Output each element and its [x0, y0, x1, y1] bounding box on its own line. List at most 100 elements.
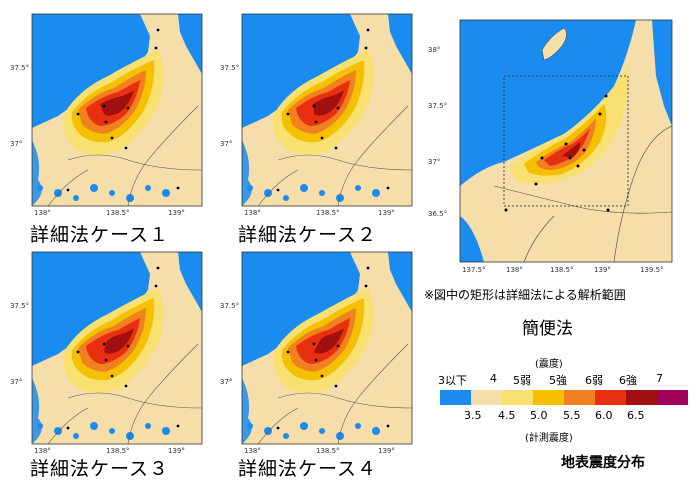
lat-tick-label: 37° — [10, 140, 22, 148]
lat-tick-label: 37.5° — [10, 302, 29, 310]
prefecture-border — [127, 105, 199, 207]
water-spot — [37, 423, 43, 429]
city-marker — [540, 156, 544, 160]
legend-swatch-6s — [626, 390, 657, 405]
city-marker — [276, 188, 280, 192]
city-marker — [154, 46, 158, 50]
zone-intensity-6-upper — [100, 90, 134, 116]
legend-class-1: 3以下 — [438, 374, 467, 387]
sea-east — [178, 14, 202, 74]
lon-tick-label: 139° — [378, 209, 395, 217]
legend-color-bar — [440, 390, 688, 405]
city-marker — [320, 136, 324, 140]
city-marker — [176, 186, 180, 190]
lon-tick-label: 137.5° — [462, 266, 486, 274]
legend-swatch-5w — [533, 390, 564, 405]
city-marker — [576, 164, 580, 168]
water-spot — [283, 433, 289, 439]
city-marker — [366, 28, 370, 32]
caption-case1: 詳細法ケース１ — [30, 224, 170, 246]
city-marker — [598, 112, 602, 116]
water-spot — [300, 422, 308, 430]
water-spot — [109, 190, 115, 196]
simple-method-label: 簡便法 — [522, 319, 573, 339]
city-marker — [312, 104, 316, 108]
city-marker — [582, 148, 586, 152]
map-frame — [241, 13, 413, 207]
legend-class-5: 6弱 — [585, 374, 603, 387]
water-spot — [37, 185, 43, 191]
city-marker — [66, 188, 70, 192]
city-marker — [286, 350, 290, 354]
intensity-map-case3: 37.5° 37° 138° 138.5° 139° — [10, 251, 203, 455]
sea-east — [388, 14, 412, 74]
water-spot — [54, 189, 62, 197]
water-spot — [355, 185, 361, 191]
legend-swatch-sea — [440, 390, 471, 405]
intensity-map-case2: 37.5° 37° 138° 138.5° 139° — [220, 13, 413, 217]
sea-japan — [242, 252, 360, 366]
city-marker — [104, 358, 108, 362]
water-spot — [145, 185, 151, 191]
city-marker — [534, 182, 538, 186]
city-marker — [314, 358, 318, 362]
water-spot — [162, 189, 170, 197]
water-spot — [372, 427, 380, 435]
water-spot — [283, 195, 289, 201]
map-frame — [241, 251, 413, 445]
map-frame — [31, 251, 203, 445]
lat-tick-label: 37.5° — [220, 302, 239, 310]
city-marker — [504, 208, 508, 212]
city-marker — [76, 350, 80, 354]
city-marker — [124, 384, 128, 388]
legend-class-6: 6強 — [619, 374, 637, 387]
legend-tick-3: 5.0 — [530, 409, 548, 422]
water-spot — [54, 427, 62, 435]
prefecture-border — [47, 169, 89, 207]
legend-tick-2: 4.5 — [498, 409, 516, 422]
lon-tick-label: 138° — [506, 266, 523, 274]
map-panel-case1: 37.5° 37° 138° 138.5° 139° — [8, 10, 208, 218]
water-spot — [73, 433, 79, 439]
water-spot — [73, 195, 79, 201]
water-spot — [300, 184, 308, 192]
legend-swatch-7 — [657, 390, 688, 405]
intensity-map-case1: 37.5° 37° 138° 138.5° 139° — [10, 13, 203, 217]
legend-class-7: 7 — [656, 372, 663, 385]
city-marker — [126, 106, 130, 110]
legend-swatch-5s — [564, 390, 595, 405]
water-spot — [145, 423, 151, 429]
legend-tick-4: 5.5 — [563, 409, 581, 422]
figure-title: 地表震度分布 — [561, 455, 645, 471]
city-marker — [76, 112, 80, 116]
sea-japan — [32, 252, 150, 366]
water-spot — [247, 423, 253, 429]
lat-tick-label: 38° — [428, 46, 440, 54]
legend-footer: (計測震度) — [525, 433, 573, 444]
city-marker — [156, 266, 160, 270]
lon-tick-label: 138° — [34, 209, 51, 217]
prefecture-border — [613, 125, 673, 263]
lon-tick-label: 138° — [244, 209, 261, 217]
city-marker — [568, 156, 572, 160]
sea-japan — [242, 14, 360, 128]
lon-tick-label: 138° — [34, 447, 51, 455]
prefecture-border — [337, 343, 409, 445]
sea-japan — [32, 14, 150, 128]
lon-tick-label: 138.5° — [550, 266, 574, 274]
lon-tick-label: 138.5° — [106, 209, 130, 217]
city-marker — [564, 142, 568, 146]
map-panel-case3: 37.5° 37° 138° 138.5° 139° — [8, 248, 208, 456]
city-marker — [276, 426, 280, 430]
water-spot — [247, 185, 253, 191]
lon-tick-label: 139° — [168, 447, 185, 455]
lon-tick-label: 139.5° — [640, 266, 664, 274]
city-marker — [102, 342, 106, 346]
zone-intensity-6-upper — [313, 90, 344, 116]
water-spot — [372, 189, 380, 197]
sado-island — [541, 27, 567, 61]
water-spot — [336, 432, 344, 440]
prefecture-border — [523, 215, 555, 263]
prefecture-border — [277, 392, 413, 409]
lat-tick-label: 37.5° — [428, 102, 447, 110]
